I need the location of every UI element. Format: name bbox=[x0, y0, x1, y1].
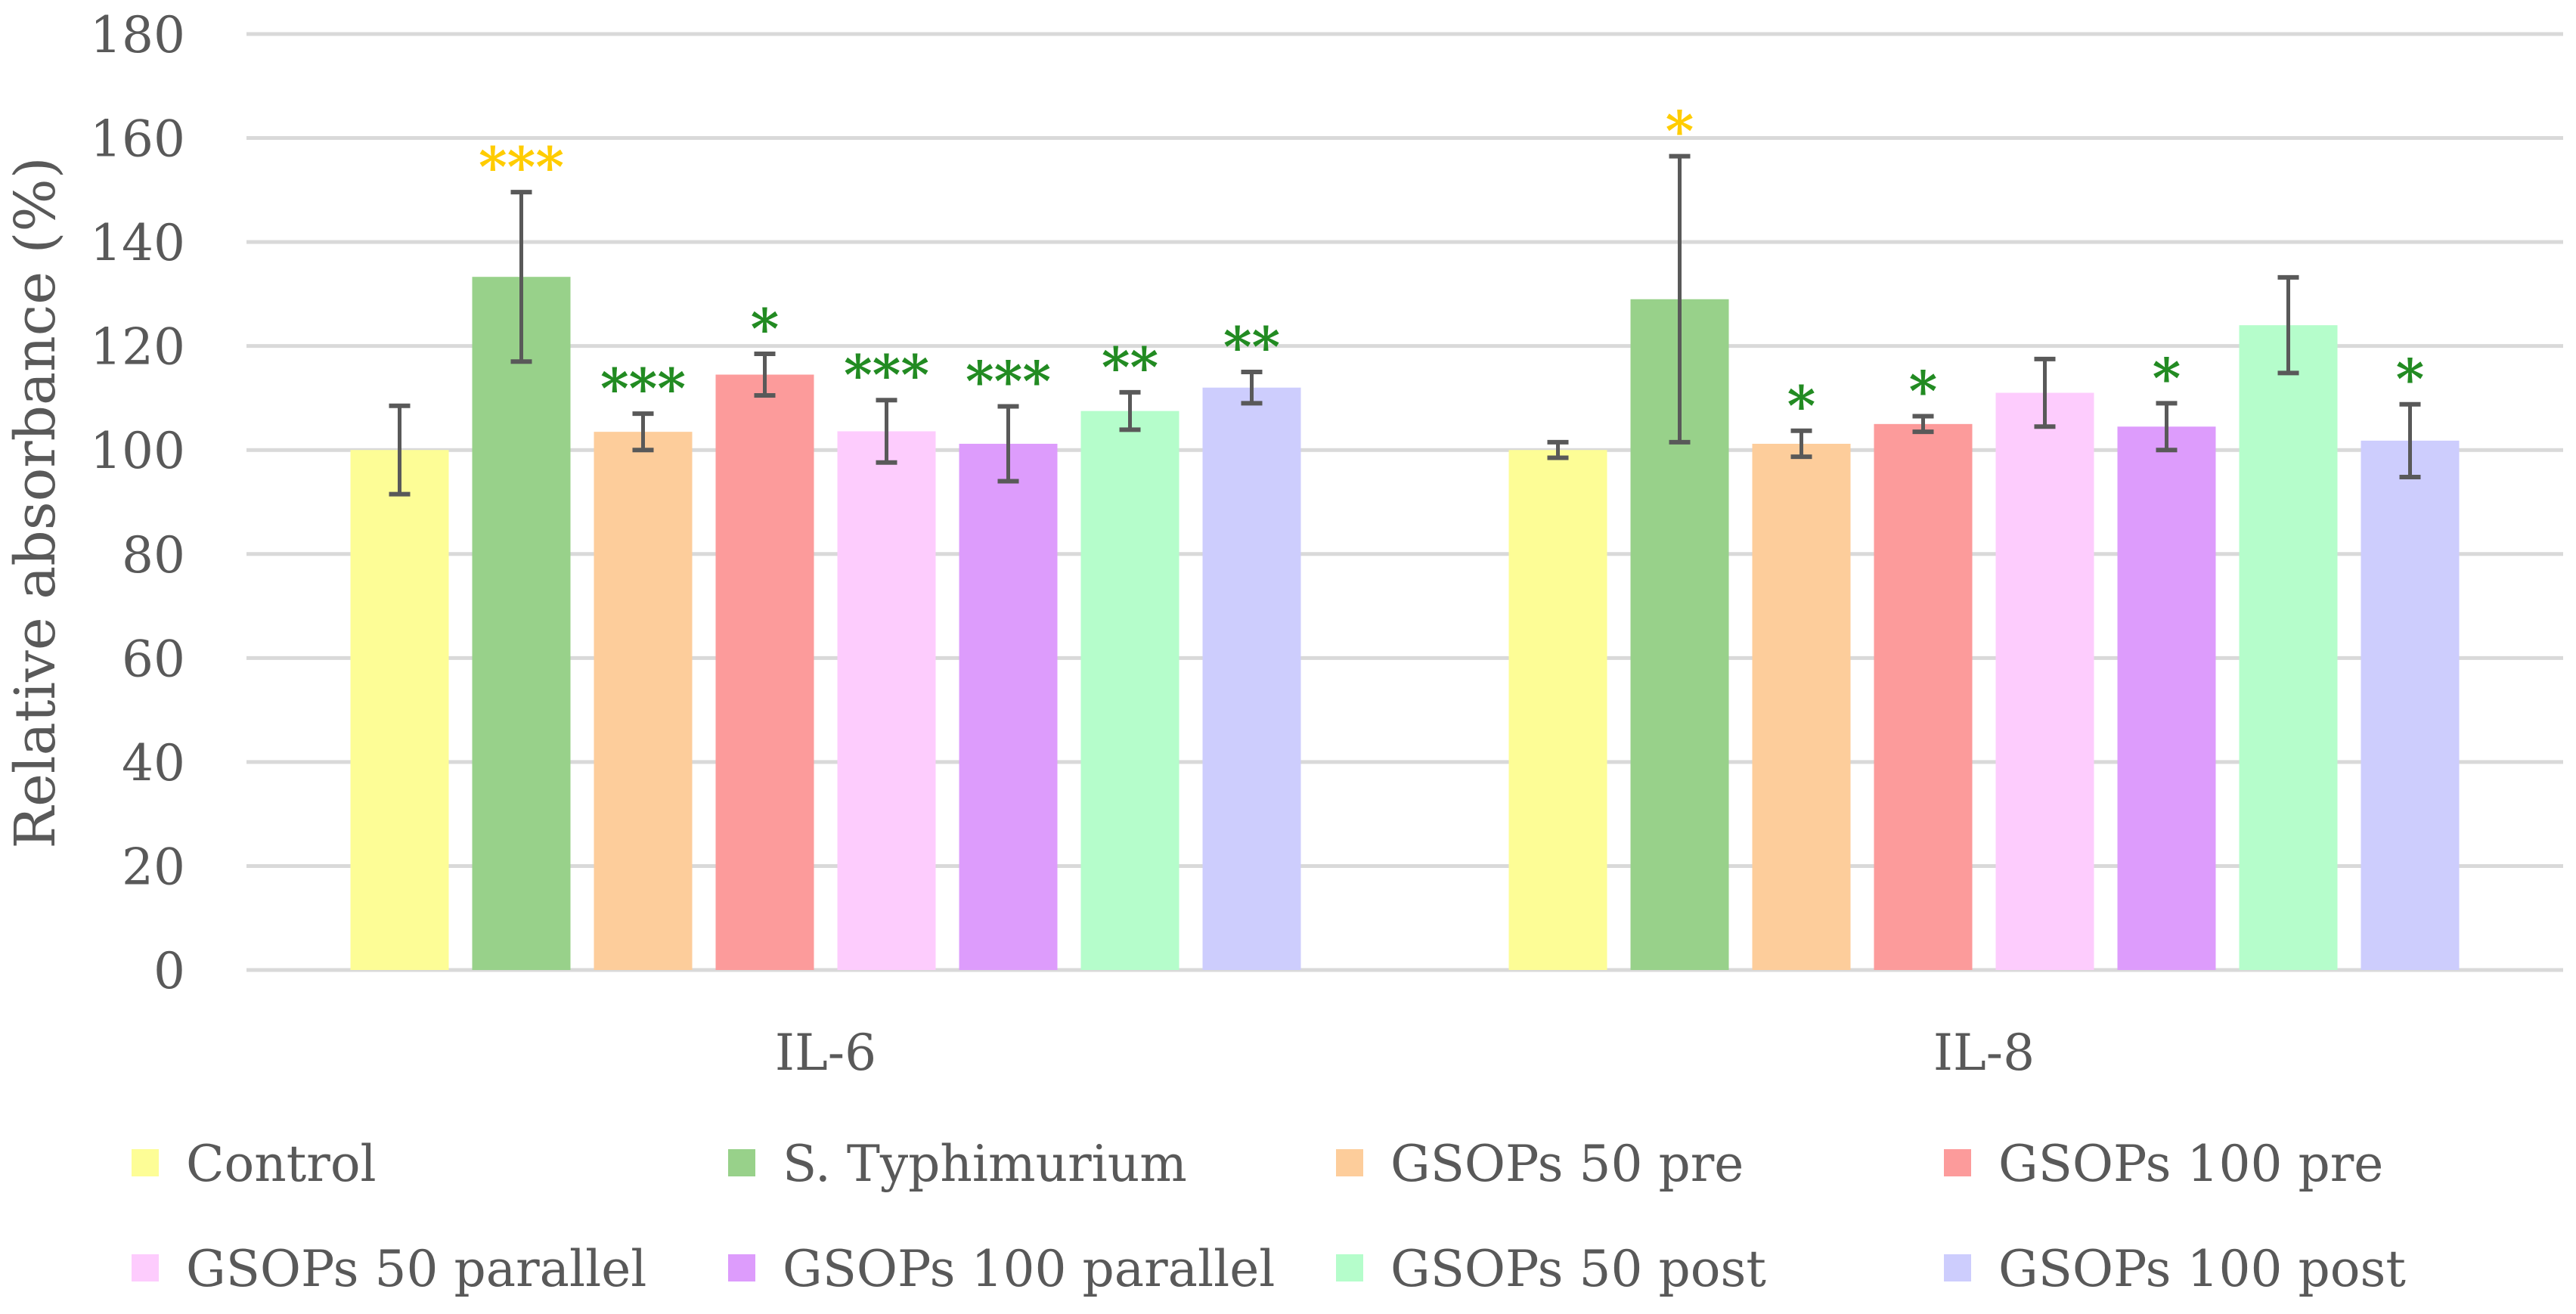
significance-marker: *** bbox=[479, 135, 564, 199]
y-tick-label: 140 bbox=[90, 214, 185, 272]
y-tick-label: 180 bbox=[90, 6, 185, 64]
significance-marker: ** bbox=[1223, 315, 1280, 379]
legend: Control S. Typhimurium GSOPs 50 pre GSOPs 1… bbox=[132, 1135, 2406, 1298]
legend-label: S. Typhimurium bbox=[783, 1135, 1187, 1193]
y-tick-label: 100 bbox=[90, 422, 185, 480]
significance-marker: * bbox=[2153, 346, 2181, 410]
legend-label: GSOPs 100 post bbox=[1998, 1240, 2406, 1298]
x-axis-labels: IL-6 IL-8 bbox=[775, 1024, 2035, 1082]
significance-marker: * bbox=[1909, 359, 1938, 423]
y-tick-label: 20 bbox=[122, 838, 185, 896]
legend-swatch bbox=[728, 1149, 755, 1176]
significance-marker: * bbox=[1787, 373, 1816, 438]
legend-label: Control bbox=[186, 1135, 377, 1193]
bar bbox=[1202, 387, 1301, 970]
y-tick-label: 40 bbox=[122, 734, 185, 792]
bar bbox=[1080, 411, 1180, 970]
bars: ********** *** ** **** * * * bbox=[350, 99, 2460, 971]
legend-label: GSOPs 100 pre bbox=[1998, 1135, 2383, 1193]
y-tick-label: 0 bbox=[153, 942, 185, 1000]
bar bbox=[1508, 450, 1607, 970]
legend-swatch bbox=[1944, 1254, 1971, 1281]
y-tick-label: 80 bbox=[122, 526, 185, 584]
significance-marker: * bbox=[2396, 347, 2425, 411]
significance-marker: * bbox=[751, 296, 780, 361]
legend-label: GSOPs 50 pre bbox=[1390, 1135, 1744, 1193]
bar bbox=[715, 374, 814, 970]
x-tick-label: IL-8 bbox=[1933, 1024, 2035, 1082]
significance-marker: ** bbox=[1102, 335, 1158, 399]
legend-swatch bbox=[1336, 1254, 1363, 1281]
legend-swatch bbox=[728, 1254, 755, 1281]
y-axis-label: Relative absorbance (%) bbox=[3, 157, 68, 848]
bar bbox=[959, 443, 1058, 970]
y-tick-label: 160 bbox=[90, 110, 185, 169]
legend-swatch bbox=[1944, 1149, 1971, 1176]
y-axis-ticks: 0 20 40 60 80 100 120 140 160 180 bbox=[90, 6, 185, 1000]
bar bbox=[2361, 440, 2460, 970]
bar bbox=[472, 277, 571, 970]
legend-label: GSOPs 50 parallel bbox=[186, 1240, 646, 1298]
y-tick-label: 60 bbox=[122, 630, 185, 688]
bar bbox=[837, 431, 936, 970]
bar bbox=[1752, 443, 1851, 970]
legend-label: GSOPs 100 parallel bbox=[783, 1240, 1275, 1298]
significance-marker: * bbox=[1666, 99, 1694, 163]
significance-marker: *** bbox=[600, 356, 686, 420]
legend-swatch bbox=[132, 1149, 159, 1176]
significance-marker: *** bbox=[966, 349, 1051, 413]
bar bbox=[594, 432, 693, 970]
legend-swatch bbox=[1336, 1149, 1363, 1176]
bar bbox=[1995, 392, 2094, 970]
bar bbox=[1874, 423, 1973, 970]
legend-swatch bbox=[132, 1254, 159, 1281]
x-tick-label: IL-6 bbox=[775, 1024, 876, 1082]
significance-marker: *** bbox=[844, 342, 929, 407]
bar bbox=[350, 450, 449, 970]
legend-label: GSOPs 50 post bbox=[1390, 1240, 1766, 1298]
bar bbox=[2239, 325, 2338, 971]
y-tick-label: 120 bbox=[90, 318, 185, 377]
bar bbox=[2117, 426, 2216, 970]
